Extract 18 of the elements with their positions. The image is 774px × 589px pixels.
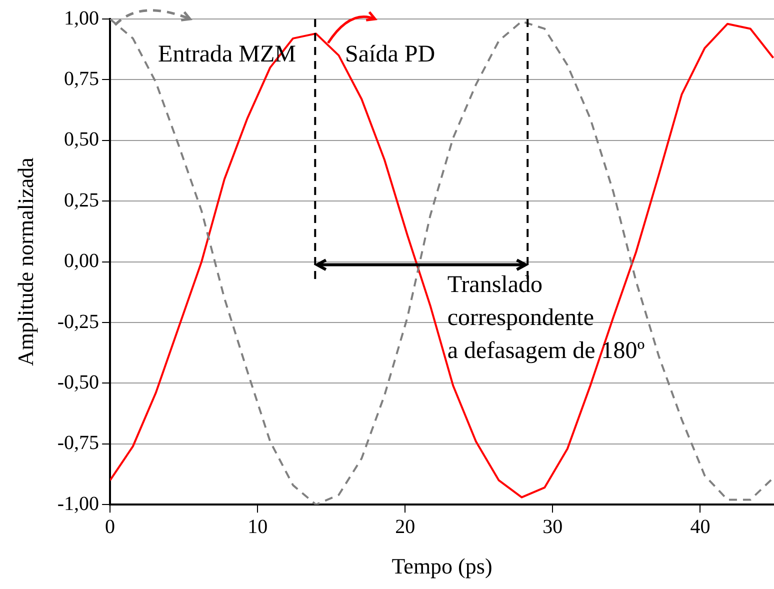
x-tick-label: 10 bbox=[248, 516, 268, 538]
y-tick-label: -0,25 bbox=[57, 310, 100, 333]
y-tick-label: -0,75 bbox=[57, 432, 100, 454]
x-axis-title: Tempo (ps) bbox=[392, 554, 492, 579]
y-tick-label: 0,00 bbox=[64, 250, 100, 272]
y-tick-label: 0,25 bbox=[64, 189, 100, 212]
x-tick-label: 0 bbox=[105, 516, 116, 538]
x-tick-label: 40 bbox=[690, 516, 710, 538]
y-tick-label: 1,00 bbox=[64, 7, 100, 30]
y-tick-label: 0,50 bbox=[64, 128, 100, 151]
y-axis-title: Amplitude normalizada bbox=[12, 157, 38, 366]
x-tick-label: 30 bbox=[542, 516, 563, 538]
x-tick-label: 20 bbox=[395, 516, 416, 538]
y-tick-label: 0,75 bbox=[64, 68, 100, 90]
y-tick-label: -1,00 bbox=[57, 492, 100, 515]
annotation: Translado correspondente a defasagem de 180º bbox=[447, 272, 646, 364]
y-tick-label: -0,50 bbox=[57, 371, 100, 394]
legend-label: Saída PD bbox=[345, 41, 436, 68]
